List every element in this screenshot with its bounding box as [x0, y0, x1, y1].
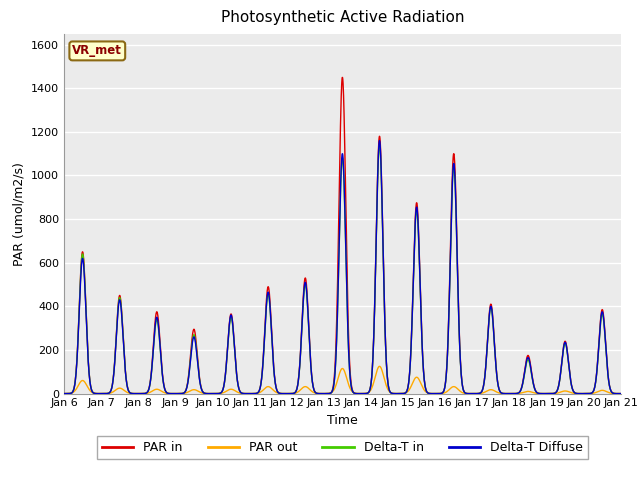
Text: VR_met: VR_met — [72, 44, 122, 58]
X-axis label: Time: Time — [327, 414, 358, 427]
Title: Photosynthetic Active Radiation: Photosynthetic Active Radiation — [221, 11, 464, 25]
Y-axis label: PAR (umol/m2/s): PAR (umol/m2/s) — [12, 162, 26, 265]
Legend: PAR in, PAR out, Delta-T in, Delta-T Diffuse: PAR in, PAR out, Delta-T in, Delta-T Dif… — [97, 436, 588, 459]
